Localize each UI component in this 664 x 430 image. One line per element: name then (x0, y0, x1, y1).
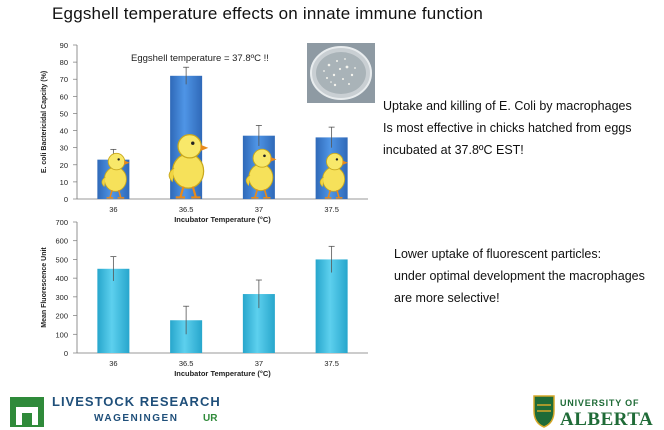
bar (315, 259, 348, 353)
note-fluorescence-line3: are more selective! (394, 291, 500, 305)
x-tick-label: 37 (255, 205, 263, 214)
x-tick-label: 36 (109, 205, 117, 214)
note-ecoli-line3: incubated at 37.8ºC EST! (383, 143, 524, 157)
y-tick-label: 40 (60, 127, 68, 136)
y-tick-label: 80 (60, 58, 68, 67)
note-ecoli-line2: Is most effective in chicks hatched from… (383, 121, 632, 135)
bar (97, 268, 130, 353)
university-of-alberta-logo: UNIVERSITY OF ALBERTA (533, 395, 653, 429)
x-tick-label: 36 (109, 359, 117, 368)
x-axis-title: Incubator Temperature (°C) (174, 369, 271, 378)
y-tick-label: 50 (60, 109, 68, 118)
x-tick-label: 37.5 (324, 205, 339, 214)
y-axis-title: E. coli Bactericidal Capcity (%) (41, 71, 48, 173)
x-tick-label: 36.5 (179, 205, 194, 214)
y-tick-label: 90 (60, 41, 68, 50)
y-tick-label: 400 (55, 274, 68, 283)
y-tick-label: 100 (55, 330, 68, 339)
y-axis-title: Mean Fluorescence Unit (41, 247, 48, 328)
note-fluorescence-line2: under optimal development the macrophage… (394, 269, 645, 283)
y-tick-label: 0 (64, 349, 68, 358)
slide-title: Eggshell temperature effects on innate i… (52, 4, 484, 23)
y-tick-label: 60 (60, 92, 68, 101)
y-tick-label: 600 (55, 237, 68, 246)
livestock-research-logo: LIVESTOCK RESEARCH WAGENINGEN UR (10, 394, 221, 427)
x-axis-title: Incubator Temperature (°C) (174, 215, 271, 224)
x-tick-label: 37.5 (324, 359, 339, 368)
note-fluorescence-line1: Lower uptake of fluorescent particles: (394, 247, 602, 261)
fluorescence-chart: 0 100 200 300 400 500 600 700 36 36.5 37 37.5 Incuba… (41, 218, 368, 378)
y-tick-label: 500 (55, 255, 68, 264)
x-tick-label: 36.5 (179, 359, 194, 368)
x-tick-label: 37 (255, 359, 263, 368)
livestock-research-text: LIVESTOCK RESEARCH (52, 394, 221, 409)
y-tick-label: 200 (55, 312, 68, 321)
y-tick-label: 700 (55, 218, 68, 227)
y-tick-label: 70 (60, 75, 68, 84)
y-tick-label: 20 (60, 161, 68, 170)
petri-dish-photo (307, 43, 375, 103)
eggshell-annotation: Eggshell temperature = 37.8ºC !! (131, 53, 269, 64)
wageningen-text: WAGENINGEN (94, 413, 178, 424)
university-of-text: UNIVERSITY OF (560, 398, 639, 408)
y-tick-label: 0 (64, 195, 68, 204)
y-tick-label: 30 (60, 144, 68, 153)
alberta-text: ALBERTA (560, 409, 653, 429)
chick-illustrations (101, 133, 349, 199)
y-tick-label: 10 (60, 178, 68, 187)
ur-text: UR (203, 413, 218, 424)
note-fluorescence: Lower uptake of fluorescent particles: u… (394, 243, 645, 309)
note-ecoli: Uptake and killing of E. Coli by macroph… (383, 95, 632, 161)
note-ecoli-line1: Uptake and killing of E. Coli by macroph… (383, 99, 632, 113)
y-tick-label: 300 (55, 293, 68, 302)
